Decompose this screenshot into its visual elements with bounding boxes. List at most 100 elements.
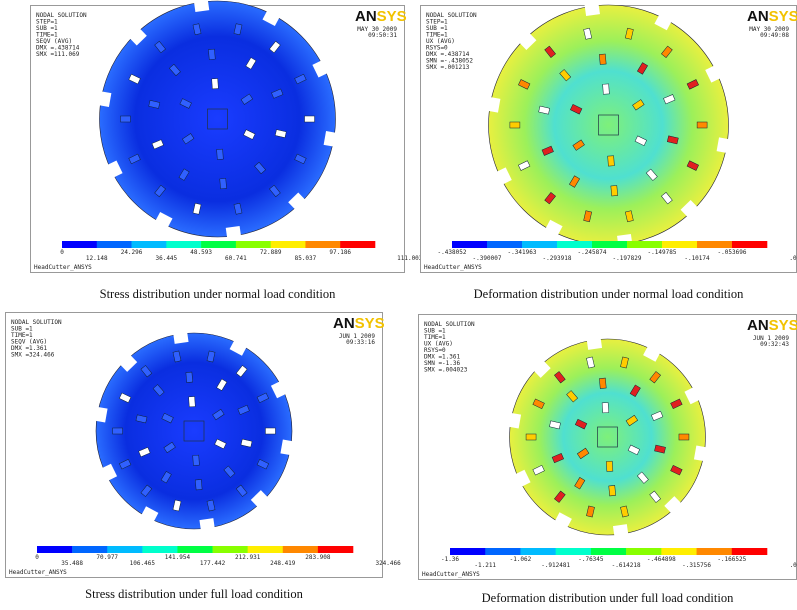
- time: 09:33:16: [346, 339, 375, 346]
- scale-label-top: 97.186: [329, 249, 351, 256]
- scale-label-bottom: -.614218: [612, 562, 641, 569]
- colorbar-segment: [732, 548, 768, 555]
- scale-label-top: -.76345: [578, 556, 604, 563]
- scale-label-bottom: -.390007: [473, 255, 502, 262]
- colorbar-segment: [661, 548, 697, 555]
- disc-cutter: [208, 49, 215, 59]
- disc-notch: [486, 97, 500, 113]
- scale-label-top: -.166525: [717, 556, 746, 563]
- colorbar-segment: [236, 241, 271, 248]
- time: 09:50:31: [368, 32, 397, 39]
- disc-cutter: [611, 186, 618, 196]
- colorbar-segment: [340, 241, 375, 248]
- scale-label-bottom: 106.465: [130, 560, 156, 567]
- scale-label-top: 48.593: [190, 249, 212, 256]
- disc-notch: [226, 226, 242, 240]
- colorbar-segment: [305, 241, 340, 248]
- scale-label-bottom: 111.003: [397, 255, 423, 262]
- logo-part: SYS: [355, 315, 385, 332]
- scale-label-top: -.464898: [647, 556, 676, 563]
- scale-label-bottom: 60.741: [225, 255, 247, 262]
- scale-label-top: -.053696: [718, 249, 747, 256]
- colorbar-segment: [626, 548, 662, 555]
- logo-part: AN: [355, 8, 377, 25]
- footer: HeadCutter_ANSYS: [34, 264, 92, 271]
- scale-label-bottom: -.315756: [682, 562, 711, 569]
- logo-part: SYS: [769, 317, 797, 334]
- ansys-panel: NODAL SOLUTIONSUB =1TIME=1SEQV (AVG)DMX …: [6, 313, 402, 578]
- colorbar-segment: [142, 546, 177, 553]
- logo-part: AN: [747, 8, 769, 25]
- scale-label-bottom: 177.442: [200, 560, 226, 567]
- disc-notch: [694, 446, 708, 462]
- disc-cutter: [305, 116, 315, 122]
- disc-cutter: [217, 149, 224, 159]
- disc-cutter: [195, 479, 202, 489]
- disc-notch: [194, 0, 210, 12]
- disc-notch: [507, 413, 521, 429]
- scale-label-top: 0: [60, 249, 64, 256]
- scale-label-bottom: -.10174: [684, 255, 710, 262]
- ansys-logo: ANSYS: [747, 8, 797, 25]
- disc-cutter: [186, 372, 193, 382]
- colorbar-segment: [450, 548, 486, 555]
- ansys-panel: NODAL SOLUTIONSTEP=1SUB =1TIME=1SEQV (AV…: [31, 0, 423, 273]
- ansys-logo: ANSYS: [747, 317, 797, 334]
- scale-label-bottom: 36.445: [155, 255, 177, 262]
- colorbar-segment: [522, 241, 557, 248]
- footer: HeadCutter_ANSYS: [422, 571, 480, 578]
- colorbar-segment: [248, 546, 283, 553]
- footer: HeadCutter_ANSYS: [9, 569, 67, 576]
- scale-label-top: -.438052: [438, 249, 467, 256]
- header-line: SMX =111.069: [36, 51, 80, 58]
- colorbar-segment: [697, 548, 733, 555]
- colorbar-segment: [592, 241, 627, 248]
- colorbar-segment: [201, 241, 236, 248]
- colorbar-segment: [283, 546, 318, 553]
- caption: Deformation distribution under full load…: [482, 591, 734, 605]
- disc-cutter: [120, 116, 130, 122]
- disc-cutter: [599, 54, 606, 64]
- disc-cutter: [679, 434, 689, 440]
- colorbar-segment: [166, 241, 201, 248]
- colorbar-segment: [37, 546, 72, 553]
- disc-notch: [324, 131, 338, 147]
- disc-cutter: [603, 84, 610, 94]
- colorbar-segment: [132, 241, 167, 248]
- logo-part: AN: [333, 315, 355, 332]
- disc-cutter: [526, 434, 536, 440]
- scale-label-top: 72.889: [260, 249, 282, 256]
- disc-notch: [93, 407, 107, 423]
- scale-label-top: -.341963: [508, 249, 537, 256]
- disc-notch: [173, 330, 189, 344]
- scale-label-top: 70.977: [96, 554, 118, 561]
- colorbar-segment: [662, 241, 697, 248]
- scale-label-top: 141.954: [165, 554, 191, 561]
- caption: Stress distribution under normal load co…: [100, 287, 336, 301]
- scale-label-bottom: 12.148: [86, 255, 108, 262]
- colorbar-segment: [591, 548, 627, 555]
- scale-label-top: -1.36: [441, 556, 459, 563]
- caption: Deformation distribution under normal lo…: [474, 287, 744, 301]
- colorbar-segment: [271, 241, 306, 248]
- disc-cutter: [608, 156, 615, 166]
- logo-part: AN: [747, 317, 769, 334]
- disc-cutter: [189, 396, 196, 406]
- disc-cutter: [599, 378, 606, 388]
- disc-cutter: [606, 461, 613, 471]
- scale-label-bottom: .001213: [789, 255, 797, 262]
- disc-cutter: [265, 428, 275, 434]
- scale-label-top: 212.931: [235, 554, 261, 561]
- time: 09:49:08: [760, 32, 789, 39]
- ansys-panel: NODAL SOLUTIONSUB =1TIME=1UX (AVG)RSYS=0…: [419, 315, 797, 580]
- disc-notch: [613, 524, 629, 538]
- colorbar-segment: [732, 241, 767, 248]
- scale-label-bottom: -.912481: [541, 562, 570, 569]
- header-line: SMX =.001213: [426, 64, 470, 71]
- disc-notch: [587, 336, 603, 350]
- disc-notch: [717, 137, 731, 153]
- colorbar-segment: [72, 546, 107, 553]
- scale-label-bottom: -1.211: [474, 562, 496, 569]
- logo-part: SYS: [769, 8, 797, 25]
- colorbar-segment: [627, 241, 662, 248]
